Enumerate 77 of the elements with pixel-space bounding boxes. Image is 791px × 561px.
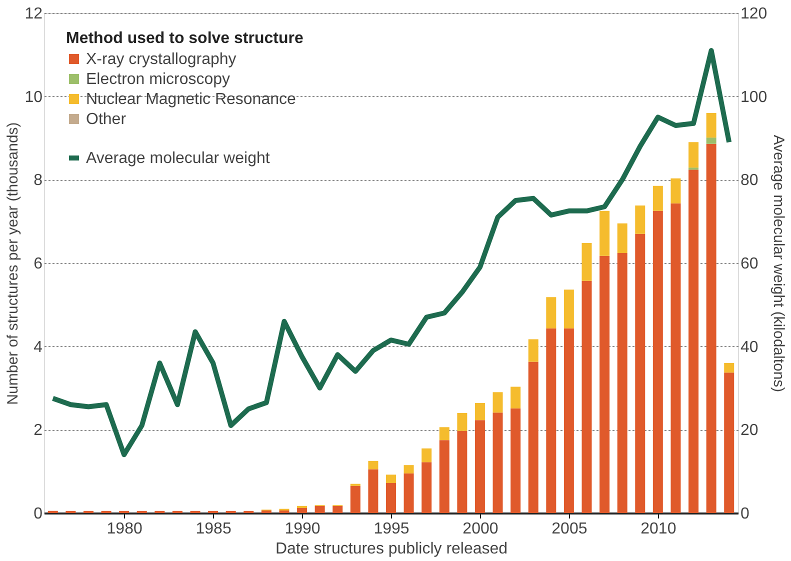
y-tick-label: 12 [24, 6, 43, 22]
bar [422, 448, 432, 462]
bar [600, 210, 610, 256]
bar [386, 474, 396, 483]
bar [706, 113, 716, 138]
bar [546, 328, 556, 513]
bar [582, 243, 592, 281]
bar [635, 206, 646, 234]
bar [474, 420, 485, 513]
y-tick-label: 6 [34, 256, 43, 272]
bar [439, 440, 450, 513]
legend-label: Nuclear Magnetic Resonance [86, 91, 296, 108]
bar [457, 430, 468, 513]
y-tick-label: 2 [34, 422, 43, 440]
x-axis-title: Date structures publicly released [275, 540, 508, 558]
bar [724, 372, 734, 513]
bar [600, 256, 610, 513]
x-tick-label: 2005 [552, 520, 588, 538]
bar [368, 469, 378, 513]
bar [422, 462, 432, 513]
bar [582, 280, 592, 513]
bar [617, 253, 628, 513]
y-tick-label: 10 [24, 88, 43, 106]
bar [368, 460, 378, 470]
bar [688, 142, 699, 168]
y2-tick-label: 100 [740, 88, 768, 106]
x-tick-label: 1985 [196, 520, 232, 538]
bar [297, 508, 308, 513]
bar [670, 203, 681, 513]
bar [510, 408, 521, 513]
y2-tick-label: 0 [740, 506, 750, 522]
legend-label: Average molecular weight [86, 150, 270, 167]
bar [332, 506, 343, 513]
bar [652, 186, 663, 211]
y2-tick-label: 40 [740, 338, 758, 356]
bar [688, 170, 699, 513]
y2-tick-label: 60 [740, 256, 758, 272]
x-tick-label: 1980 [106, 520, 142, 538]
bar [404, 473, 414, 513]
y-tick-label: 8 [34, 172, 43, 190]
bar [652, 210, 663, 513]
bar [386, 483, 396, 513]
bar [670, 178, 681, 204]
bar [564, 290, 574, 328]
bar [546, 297, 556, 328]
bar [564, 328, 574, 513]
x-tick-label: 2010 [640, 520, 676, 538]
y2-tick-label: 120 [740, 6, 768, 22]
y-tick-label: 4 [34, 338, 43, 356]
bar [635, 234, 646, 513]
bar [492, 412, 503, 513]
bar [314, 506, 325, 513]
bar [350, 486, 360, 513]
legend-title: Method used to solve structure [66, 30, 304, 47]
bar [528, 339, 538, 362]
bar [457, 413, 468, 431]
bar [724, 363, 734, 373]
bar [617, 223, 628, 253]
bar [404, 465, 414, 474]
bar [510, 386, 521, 408]
legend-label: Electron microscopy [86, 71, 230, 88]
bar [706, 144, 716, 513]
legend-label: Other [86, 111, 127, 128]
bar [528, 362, 538, 513]
x-tick-label: 1995 [374, 520, 410, 538]
bar [474, 403, 485, 420]
y2-tick-label: 80 [740, 172, 758, 190]
y2-axis-title: Average molecular weight (kilodaltons) [770, 134, 788, 392]
x-tick-label: 2000 [462, 520, 498, 538]
x-tick-label: 1990 [284, 520, 320, 538]
y-axis-title: Number of structures per year (thousands) [4, 122, 22, 405]
bar [706, 138, 716, 144]
bar [492, 392, 503, 413]
y-tick-label: 0 [34, 506, 43, 522]
legend-label: X-ray crystallography [86, 51, 236, 68]
y2-tick-label: 20 [740, 422, 758, 440]
bar [439, 427, 450, 440]
